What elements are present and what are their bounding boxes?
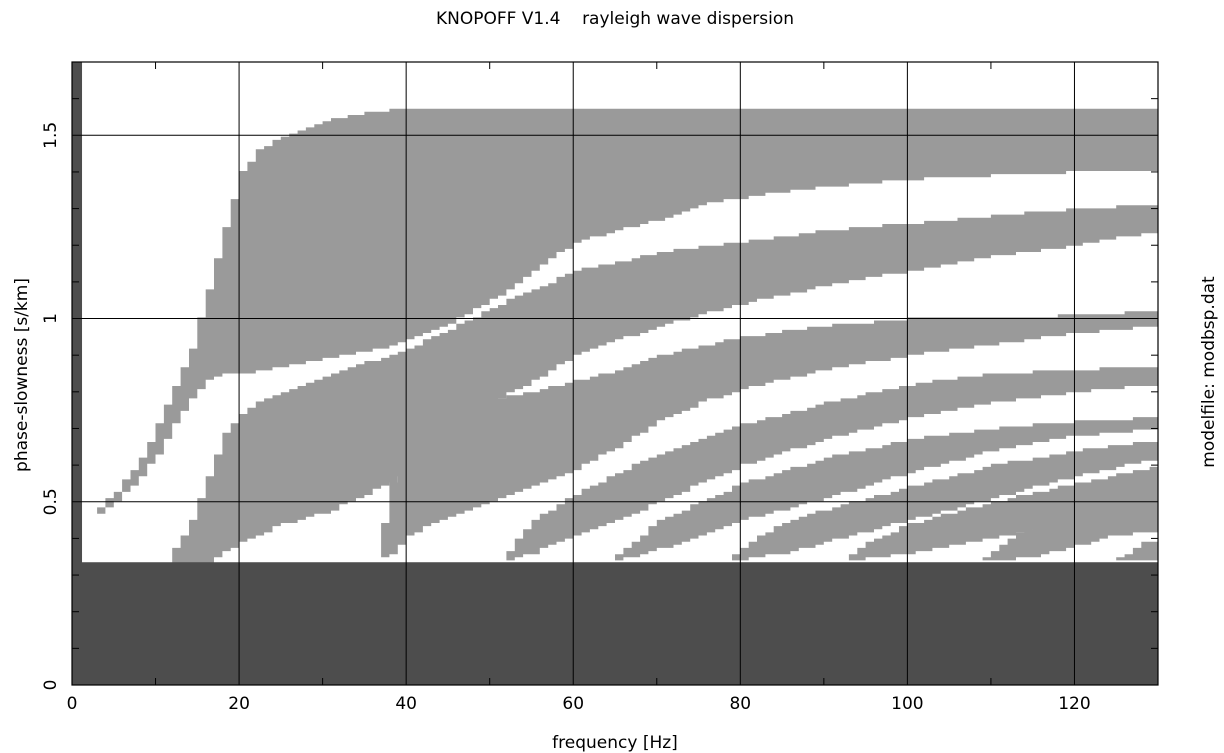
x-tick-label: 120: [1058, 694, 1090, 714]
x-tick-label: 40: [395, 694, 417, 714]
mode-band-9: [1099, 541, 1158, 564]
mode-band-4: [498, 367, 1158, 564]
evanescent-region: [72, 562, 1158, 685]
x-axis-label: frequency [Hz]: [552, 733, 678, 753]
mode-band-6: [723, 442, 1158, 564]
mode-band-3: [372, 311, 1158, 564]
y-tick-label: 0.5: [41, 488, 61, 515]
x-tick-label: 60: [562, 694, 584, 714]
y-tick-label: 1.5: [41, 122, 61, 149]
mode-band-2: [163, 205, 1158, 564]
y-tick-label: 1: [41, 313, 61, 324]
mode-band-8: [974, 479, 1158, 564]
chart-title: KNOPOFF V1.4 rayleigh wave dispersion: [436, 9, 794, 29]
y-tick-label: 0: [41, 680, 61, 691]
low-frequency-strip: [72, 62, 83, 685]
x-tick-label: 100: [891, 694, 923, 714]
mode-bands: [80, 108, 1158, 564]
gridlines: [72, 62, 1158, 685]
x-axis-tick-labels: 0 20 40 60 80 100 120: [67, 694, 1091, 714]
mode-band-5: [606, 417, 1158, 564]
mode-band-7: [840, 466, 1158, 564]
plot-frame: [71, 61, 1159, 686]
model-file-label: modelfile: modbsp.dat: [1199, 276, 1219, 468]
x-tick-label: 20: [228, 694, 250, 714]
x-tick-label: 0: [67, 694, 78, 714]
mode-band-1: [80, 108, 1158, 523]
y-axis-label: phase-slowness [s/km]: [12, 278, 32, 472]
minor-ticks: [72, 62, 1158, 685]
y-axis-tick-labels: 0 0.5 1 1.5: [41, 122, 61, 691]
plot-area: [71, 61, 1159, 686]
x-tick-label: 80: [729, 694, 751, 714]
